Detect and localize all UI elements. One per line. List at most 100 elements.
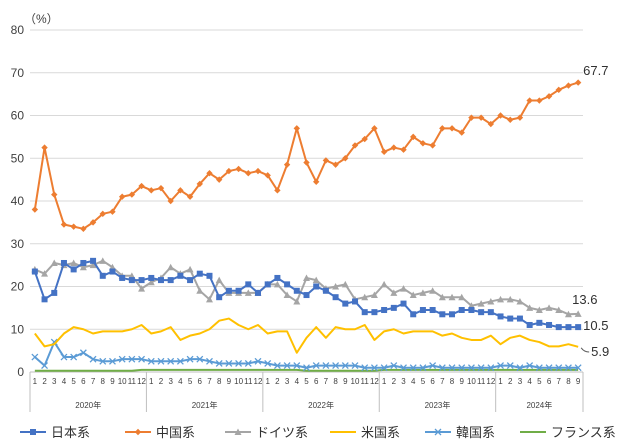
data-point [147,278,155,286]
x-tick-label: 8 [101,377,106,386]
data-point [187,277,194,284]
data-point [273,280,281,288]
data-point [206,357,213,365]
data-point [410,311,417,318]
legend-marker [234,428,242,435]
data-point [109,208,116,215]
data-point [516,364,524,372]
data-point [196,287,204,294]
data-point [341,280,349,288]
data-point [186,355,194,363]
data-point [50,259,58,266]
data-point [99,272,106,279]
x-tick-label: 6 [198,377,203,386]
data-point [138,355,146,363]
legend: 日本系 中国系 ドイツ系 米国系 韓国系 フランス系 [20,425,616,440]
x-tick-label: 6 [547,377,552,386]
x-tick-label: 4 [62,377,67,386]
data-point [409,291,417,299]
x-tick-label: 12 [254,377,263,386]
data-point [429,362,437,370]
data-point [564,364,572,372]
data-point [332,362,340,370]
data-point [167,197,174,205]
data-point [390,289,398,296]
data-point [332,161,339,168]
legend-label: 中国系 [156,425,195,440]
data-point [109,268,116,275]
data-point [380,148,388,156]
x-tick-label: 5 [421,377,426,386]
data-point [41,362,49,370]
series-line [34,317,579,354]
data-point [390,362,398,370]
data-point [293,362,301,370]
x-tick-label: 6 [314,377,319,386]
data-point [303,274,310,281]
data-point [138,182,145,190]
x-tick-label: 11 [477,377,486,386]
data-point [448,293,456,301]
x-tick-label: 2 [159,377,164,386]
data-point [31,268,38,275]
x-tick-label: 5 [304,377,309,386]
data-point [274,187,281,194]
data-point [235,165,242,173]
data-point [361,364,369,372]
x-tick-label: 11 [128,377,137,386]
data-point [264,172,271,179]
y-tick-label: 30 [11,237,25,251]
data-point [138,277,145,284]
data-point [468,114,475,121]
y-tick-label: 10 [11,322,25,336]
x-tick-label: 1 [382,377,387,386]
data-point [438,293,446,301]
data-point [458,307,465,314]
x-tick-label: 8 [566,377,571,386]
end-value-labels: 67.7 13.6 10.5 5.9 [572,63,609,359]
data-point [41,144,48,151]
data-point [429,287,437,294]
x-tick-label: 10 [351,377,360,386]
legend-marker [434,428,442,436]
data-point [370,291,378,299]
x-tick-label: 5 [71,377,76,386]
data-point [293,287,300,294]
data-point [565,324,572,331]
data-point [400,364,407,372]
x-tick-label: 4 [527,377,532,386]
x-tick-label: 8 [333,377,338,386]
x-tick-label: 2 [392,377,397,386]
x-tick-label: 4 [295,377,300,386]
legend-item: 韓国系 [425,425,495,440]
data-point [70,353,78,361]
end-label: 10.5 [583,318,608,333]
data-point [467,364,475,372]
data-point [419,140,427,147]
data-point [215,359,223,367]
x-tick-label: 5 [188,377,193,386]
x-tick-label: 7 [557,377,562,386]
data-point [555,86,562,94]
series-line [34,368,579,372]
y-axis-ticks: 0 10 20 30 40 50 60 70 80 [11,23,25,379]
x-tick-label: 2 [275,377,280,386]
data-point [497,313,504,320]
y-tick-label: 60 [11,109,25,123]
data-point [205,295,213,303]
year-label: 2023年 [425,400,451,410]
data-point [312,362,320,370]
x-tick-label: 4 [411,377,416,386]
data-point [322,157,330,164]
data-point [128,191,136,198]
data-point [167,263,175,271]
data-point [400,285,408,292]
x-tick-label: 1 [498,377,503,386]
data-point [390,304,397,311]
data-point [487,309,494,316]
data-point [60,221,68,228]
series-line [33,81,579,230]
data-point [555,364,563,372]
data-point [478,309,485,316]
data-point [147,357,155,365]
